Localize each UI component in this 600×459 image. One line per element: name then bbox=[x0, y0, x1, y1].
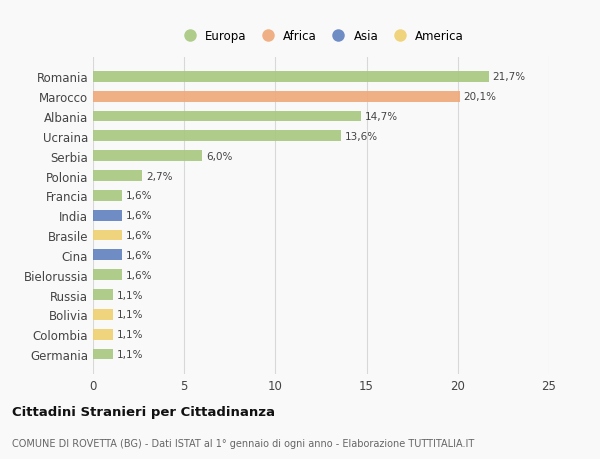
Bar bbox=[93, 210, 122, 221]
Text: 1,6%: 1,6% bbox=[126, 250, 152, 260]
Text: 1,6%: 1,6% bbox=[126, 191, 152, 201]
Bar bbox=[93, 230, 122, 241]
Text: 1,6%: 1,6% bbox=[126, 270, 152, 280]
Bar bbox=[93, 72, 489, 83]
Bar bbox=[93, 151, 202, 162]
Bar bbox=[93, 269, 122, 280]
Bar bbox=[93, 112, 361, 122]
Text: 6,0%: 6,0% bbox=[206, 151, 232, 162]
Bar bbox=[93, 190, 122, 202]
Text: Cittadini Stranieri per Cittadinanza: Cittadini Stranieri per Cittadinanza bbox=[12, 405, 275, 419]
Text: 20,1%: 20,1% bbox=[463, 92, 496, 102]
Bar bbox=[93, 309, 113, 320]
Text: 1,6%: 1,6% bbox=[126, 211, 152, 221]
Bar bbox=[93, 131, 341, 142]
Text: 21,7%: 21,7% bbox=[493, 72, 526, 82]
Bar bbox=[93, 329, 113, 340]
Bar bbox=[93, 349, 113, 360]
Text: 2,7%: 2,7% bbox=[146, 171, 172, 181]
Bar bbox=[93, 250, 122, 261]
Text: COMUNE DI ROVETTA (BG) - Dati ISTAT al 1° gennaio di ogni anno - Elaborazione TU: COMUNE DI ROVETTA (BG) - Dati ISTAT al 1… bbox=[12, 438, 474, 448]
Legend: Europa, Africa, Asia, America: Europa, Africa, Asia, America bbox=[173, 25, 469, 48]
Text: 1,1%: 1,1% bbox=[117, 310, 143, 319]
Text: 13,6%: 13,6% bbox=[345, 132, 378, 141]
Text: 1,1%: 1,1% bbox=[117, 349, 143, 359]
Bar bbox=[93, 290, 113, 300]
Bar bbox=[93, 171, 142, 182]
Text: 14,7%: 14,7% bbox=[365, 112, 398, 122]
Text: 1,1%: 1,1% bbox=[117, 290, 143, 300]
Text: 1,1%: 1,1% bbox=[117, 330, 143, 340]
Bar bbox=[93, 91, 460, 102]
Text: 1,6%: 1,6% bbox=[126, 230, 152, 241]
